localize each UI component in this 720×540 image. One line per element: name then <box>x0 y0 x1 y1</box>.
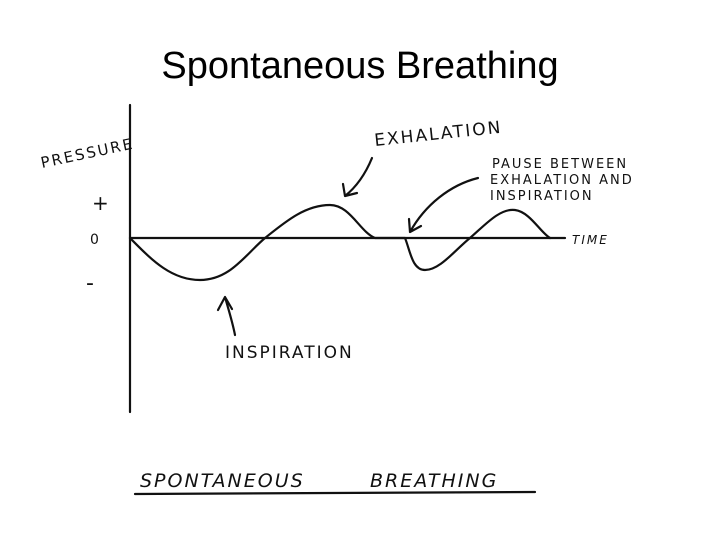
x-label: TIME <box>572 233 609 247</box>
zero-label: 0 <box>90 232 101 248</box>
slide-title: Spontaneous Breathing <box>161 45 558 87</box>
pause-label-line: INSPIRATION <box>490 189 594 204</box>
inspiration-arrow <box>216 295 237 337</box>
caption-underline <box>133 490 537 496</box>
caption-word: SPONTANEOUS <box>140 470 305 492</box>
plus-label: + <box>92 191 111 215</box>
pause-label-line: EXHALATION AND <box>490 173 634 188</box>
inspiration-label: INSPIRATION <box>225 343 354 363</box>
pause-arrow <box>407 176 480 234</box>
caption-word: BREATHING <box>370 470 498 492</box>
exhalation-arrow <box>341 156 374 198</box>
pause-label-line: PAUSE BETWEEN <box>492 157 628 172</box>
minus-label: - <box>86 271 96 296</box>
pressure-wave <box>128 203 552 282</box>
